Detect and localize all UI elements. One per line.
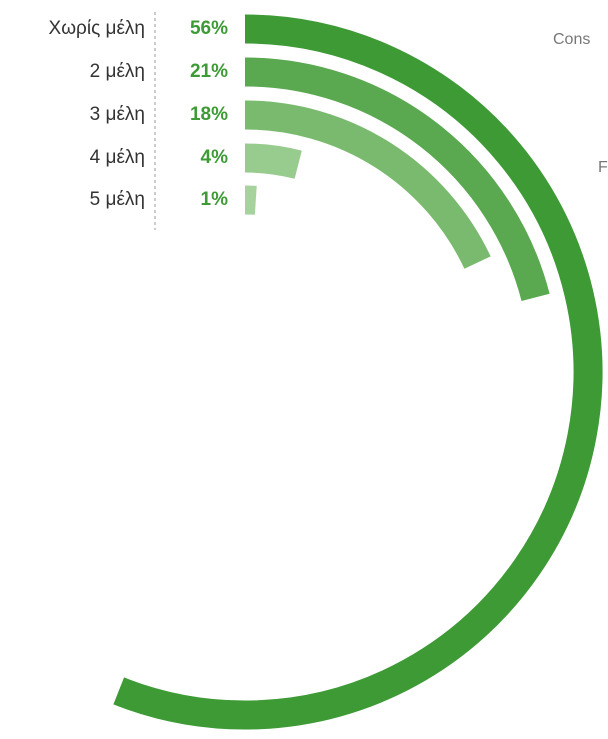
radial-bar [244, 57, 550, 302]
value-label: 1% [201, 189, 229, 210]
value-label: 56% [190, 18, 228, 39]
radial-bar [244, 100, 491, 269]
value-label: 18% [190, 104, 228, 125]
category-label: 2 μέλη [90, 61, 145, 82]
value-label: 4% [201, 147, 229, 168]
annotation: Cons [553, 31, 590, 48]
value-label: 21% [190, 61, 228, 82]
category-label: 4 μέλη [90, 147, 145, 168]
radial-bar [244, 143, 302, 179]
category-label: Χωρίς μέλη [49, 18, 145, 39]
category-label: 5 μέλη [90, 189, 145, 210]
annotation: F [598, 159, 608, 176]
radial-bar [113, 14, 603, 730]
category-label: 3 μέλη [90, 104, 145, 125]
